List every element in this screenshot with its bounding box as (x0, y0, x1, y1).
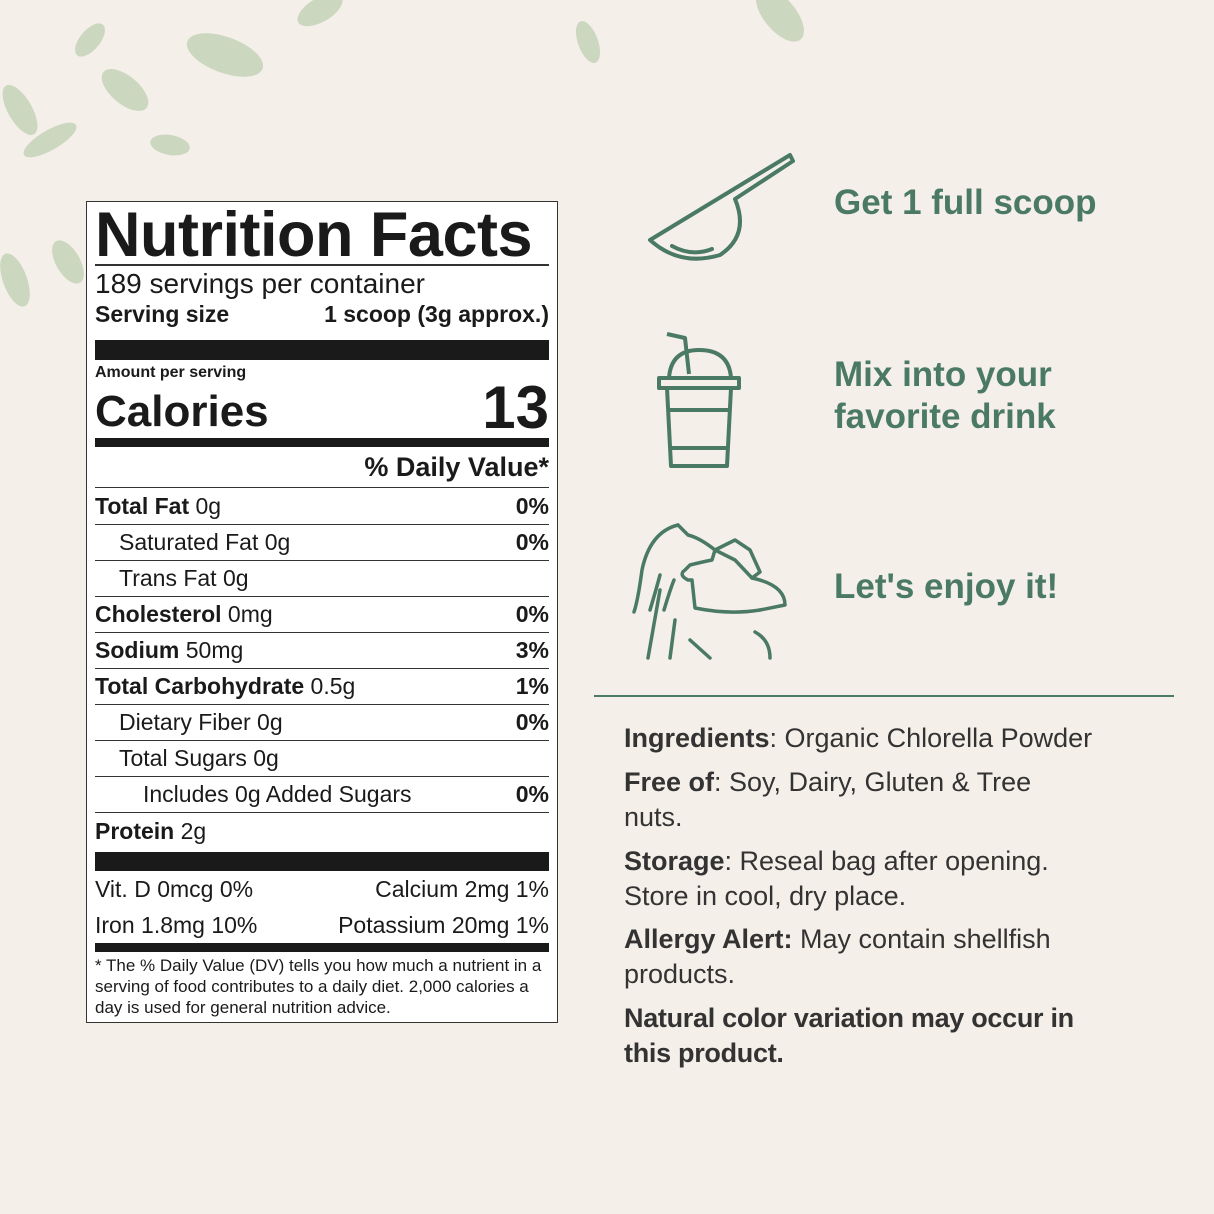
serving-size-value: 1 scoop (3g approx.) (324, 301, 549, 327)
calories-row: Calories 13 (95, 378, 549, 438)
step-mix: Mix into your favorite drink (834, 355, 1056, 436)
servings-per-container: 189 servings per container (95, 268, 425, 299)
vitamin-rows: Vit. D 0mcg 0% Calcium 2mg 1% Iron 1.8mg 1… (95, 871, 549, 943)
vitamin-left: Iron 1.8mg 10% (95, 911, 258, 938)
step-enjoy: Let's enjoy it! (834, 567, 1059, 606)
woman-drinking-icon (632, 523, 787, 660)
nutrient-name: Cholesterol 0mg (95, 601, 273, 627)
ingredients: Ingredients: Organic Chlorella Powder (624, 723, 1093, 753)
nutrient-name: Sodium 50mg (95, 637, 244, 663)
calories-label: Calories (95, 387, 269, 436)
vitamin-row: Iron 1.8mg 10% Potassium 20mg 1% (95, 907, 549, 943)
drink-cup-icon (657, 332, 741, 468)
daily-value-header: % Daily Value* (95, 448, 549, 488)
nutrient-row: Sodium 50mg 3% (95, 633, 549, 669)
nutrient-dv: 0% (515, 781, 549, 807)
leaf-decoration (0, 0, 804, 307)
vitamin-right: Calcium 2mg 1% (375, 875, 549, 902)
calories-value: 13 (482, 374, 549, 441)
step-scoop: Get 1 full scoop (834, 183, 1097, 222)
free-of: Free of: Soy, Dairy, Gluten & Tree nuts. (624, 767, 1032, 832)
allergy-alert: Allergy Alert: May contain shellfish pro… (624, 924, 1051, 989)
nutrition-facts-label: Nutrition Facts 189 servings per contain… (86, 201, 558, 1023)
nutrient-name: Total Fat 0g (95, 493, 222, 519)
medium-divider (95, 438, 549, 447)
nutrient-rows: Total Fat 0g 0% Saturated Fat 0g 0% Trans Fa… (95, 489, 549, 849)
nutrient-row: Protein 2g (95, 813, 549, 849)
amount-per-serving: Amount per serving (95, 364, 247, 381)
serving-size: Serving size 1 scoop (3g approx.) (95, 301, 549, 328)
label-title: Nutrition Facts (95, 200, 533, 270)
nutrient-row: Total Fat 0g 0% (95, 489, 549, 525)
scoop-icon (648, 153, 795, 261)
divider (594, 695, 1174, 697)
nutrient-name: Trans Fat 0g (119, 565, 249, 591)
nutrient-name: Protein 2g (95, 817, 207, 844)
vitamin-left: Vit. D 0mcg 0% (95, 875, 254, 902)
thick-divider (95, 340, 549, 360)
nutrient-row: Saturated Fat 0g 0% (95, 525, 549, 561)
medium-divider (95, 943, 549, 952)
nutrient-name: Total Carbohydrate 0.5g (95, 673, 356, 699)
thick-divider (95, 852, 549, 871)
color-variation-note: Natural color variation may occur in thi… (624, 1003, 1074, 1068)
nutrient-row: Total Sugars 0g (95, 741, 549, 777)
nutrient-dv: 1% (515, 673, 549, 699)
nutrient-row: Cholesterol 0mg 0% (95, 597, 549, 633)
divider (95, 264, 549, 266)
nutrient-dv: 3% (515, 637, 549, 663)
footnote: * The % Daily Value (DV) tells you how m… (95, 956, 542, 1017)
nutrient-name: Dietary Fiber 0g (119, 709, 283, 735)
vitamin-row: Vit. D 0mcg 0% Calcium 2mg 1% (95, 871, 549, 907)
nutrient-name: Includes 0g Added Sugars (143, 781, 412, 807)
storage: Storage: Reseal bag after opening. Store… (624, 846, 1049, 911)
nutrient-dv: 0% (515, 709, 549, 735)
nutrient-row: Trans Fat 0g (95, 561, 549, 597)
nutrient-dv: 0% (515, 529, 549, 555)
nutrient-name: Saturated Fat 0g (119, 529, 291, 555)
nutrient-dv: 0% (515, 601, 549, 627)
nutrient-row: Total Carbohydrate 0.5g 1% (95, 669, 549, 705)
nutrient-name: Total Sugars 0g (119, 745, 279, 771)
nutrient-row: Dietary Fiber 0g 0% (95, 705, 549, 741)
serving-size-label: Serving size (95, 301, 230, 327)
vitamin-right: Potassium 20mg 1% (338, 911, 549, 938)
nutrient-row: Includes 0g Added Sugars 0% (95, 777, 549, 813)
nutrient-dv: 0% (515, 493, 549, 519)
